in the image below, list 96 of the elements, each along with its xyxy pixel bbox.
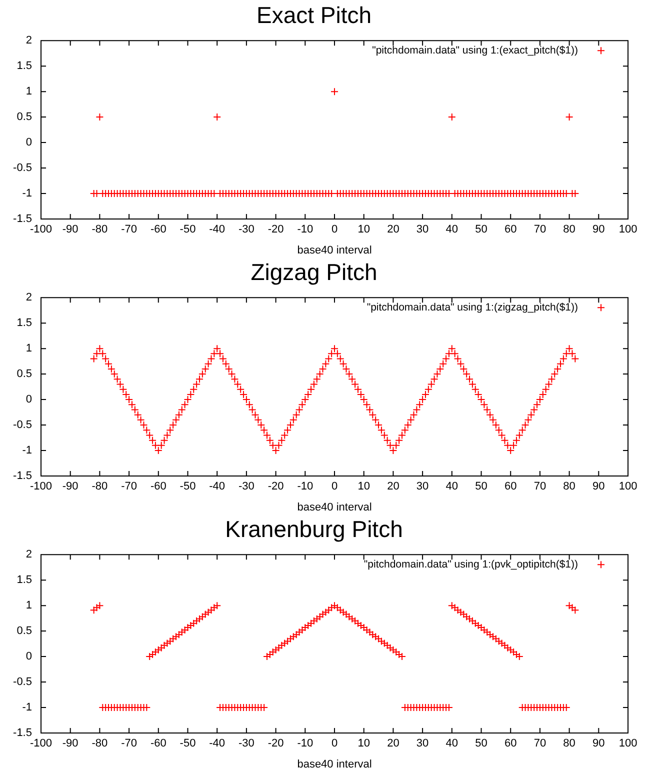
- y-tick-label: -1.5: [13, 213, 32, 226]
- x-tick-label: 70: [534, 738, 546, 750]
- y-tick-label: 0: [26, 394, 32, 406]
- x-tick-label: 50: [475, 738, 488, 750]
- x-tick-label: -80: [92, 480, 108, 493]
- x-tick-label: 60: [504, 738, 517, 750]
- x-tick-label: 60: [504, 224, 517, 236]
- y-tick-label: 0: [26, 136, 32, 149]
- x-tick-label: 30: [416, 224, 429, 236]
- x-tick-label: 40: [446, 224, 458, 236]
- y-tick-label: 2: [26, 34, 32, 47]
- x-tick-label: -10: [297, 480, 314, 493]
- x-tick-label: -10: [297, 224, 314, 236]
- x-tick-label: 90: [592, 480, 605, 493]
- y-tick-label: 2: [26, 292, 32, 304]
- x-tick-label: 100: [618, 480, 638, 493]
- x-tick-label: 60: [504, 480, 517, 493]
- x-tick-label: -100: [30, 738, 52, 750]
- x-tick-label: -50: [180, 224, 196, 236]
- x-tick-label: -30: [238, 224, 254, 236]
- y-tick-label: 1.5: [16, 60, 32, 72]
- x-axis-title: base40 interval: [297, 501, 372, 514]
- x-tick-label: -60: [150, 224, 166, 236]
- y-tick-label: 1.5: [16, 574, 32, 586]
- y-tick-label: 2: [26, 548, 32, 561]
- y-tick-label: -0.5: [13, 676, 32, 688]
- x-tick-label: 20: [387, 480, 400, 493]
- y-tick-label: -1.5: [13, 727, 32, 740]
- x-tick-label: 100: [618, 738, 638, 750]
- x-tick-label: 0: [331, 738, 338, 750]
- x-tick-label: 10: [358, 738, 370, 750]
- x-tick-label: -30: [238, 738, 254, 750]
- y-tick-label: 0: [26, 650, 32, 663]
- x-tick-label: -70: [121, 738, 138, 750]
- x-axis-title: base40 interval: [297, 758, 372, 770]
- x-tick-label: -70: [121, 224, 138, 236]
- x-tick-label: 70: [534, 480, 546, 493]
- x-tick-label: 40: [446, 738, 458, 750]
- x-tick-label: -50: [180, 738, 196, 750]
- chart-title: Exact Pitch: [256, 2, 372, 28]
- x-tick-label: -20: [268, 738, 284, 750]
- x-tick-label: 90: [592, 224, 605, 236]
- x-tick-label: -40: [209, 738, 226, 750]
- y-tick-label: 1.5: [16, 317, 32, 330]
- x-tick-label: 80: [563, 480, 576, 493]
- x-tick-label: -70: [121, 480, 138, 493]
- x-tick-label: 100: [618, 224, 638, 236]
- x-tick-label: 80: [563, 738, 576, 750]
- x-tick-label: -60: [150, 738, 166, 750]
- chart-title: Kranenburg Pitch: [225, 516, 403, 542]
- y-tick-label: -1: [22, 444, 32, 457]
- x-tick-label: -40: [209, 224, 226, 236]
- x-tick-label: 40: [446, 480, 458, 493]
- x-tick-label: 20: [387, 738, 400, 750]
- x-tick-label: 80: [563, 224, 576, 236]
- x-tick-label: 30: [416, 480, 429, 493]
- x-tick-label: -10: [297, 738, 314, 750]
- x-tick-label: 70: [534, 224, 546, 236]
- x-tick-label: 10: [358, 480, 370, 493]
- x-tick-label: 0: [331, 480, 338, 493]
- x-axis-title: base40 interval: [297, 244, 372, 256]
- y-tick-label: -1: [22, 188, 32, 200]
- x-tick-label: -90: [62, 480, 78, 493]
- x-tick-label: 90: [592, 738, 605, 750]
- x-tick-label: -50: [180, 480, 196, 493]
- x-tick-label: -90: [62, 224, 78, 236]
- y-tick-label: 1: [26, 600, 32, 612]
- y-tick-label: 0.5: [16, 625, 32, 638]
- x-tick-label: -80: [92, 738, 108, 750]
- x-tick-label: -100: [30, 480, 52, 493]
- x-tick-label: 50: [475, 480, 488, 493]
- x-tick-label: -40: [209, 480, 226, 493]
- y-tick-label: -0.5: [13, 162, 32, 174]
- legend-label: "pitchdomain.data" using 1:(zigzag_pitch($1)): [366, 301, 578, 314]
- x-tick-label: 50: [475, 224, 488, 236]
- x-tick-label: 20: [387, 224, 400, 236]
- chart-title: Zigzag Pitch: [250, 259, 378, 286]
- x-tick-label: -60: [150, 480, 166, 493]
- y-tick-label: -1: [22, 702, 32, 714]
- x-tick-label: 10: [358, 224, 370, 236]
- x-tick-label: -20: [268, 224, 284, 236]
- x-tick-label: -20: [268, 480, 284, 493]
- legend-label: "pitchdomain.data" using 1:(exact_pitch($1)): [372, 44, 578, 56]
- legend-label: "pitchdomain.data" using 1:(pvk_optipitch($1)): [364, 558, 578, 570]
- x-tick-label: -90: [62, 738, 78, 750]
- x-tick-label: -100: [30, 224, 52, 236]
- y-tick-label: 0.5: [16, 111, 32, 124]
- y-tick-label: 1: [26, 86, 32, 98]
- y-tick-label: -0.5: [13, 419, 32, 432]
- x-tick-label: 30: [416, 738, 429, 750]
- y-tick-label: 0.5: [16, 368, 32, 380]
- y-tick-label: 1: [26, 342, 32, 355]
- y-tick-label: -1.5: [13, 470, 32, 482]
- x-tick-label: 0: [331, 224, 338, 236]
- x-tick-label: -30: [238, 480, 254, 493]
- x-tick-label: -80: [92, 224, 108, 236]
